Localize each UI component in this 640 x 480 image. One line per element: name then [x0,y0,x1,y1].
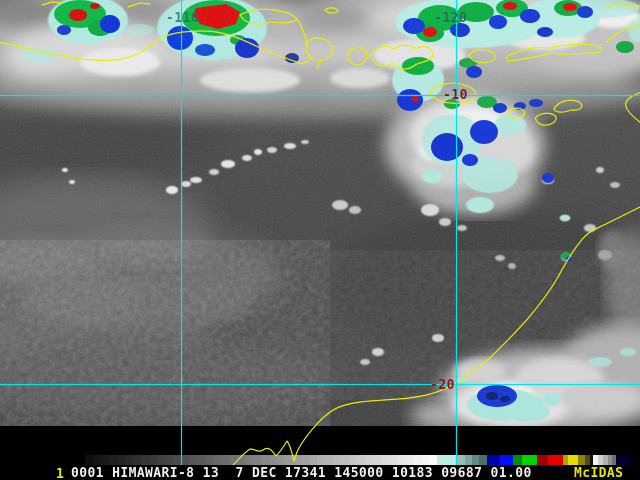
colorbar-color-step [522,455,537,465]
flores-island [505,43,602,62]
colorbar-gray-step [101,455,109,465]
colorbar-color-step [608,455,612,465]
colorbar-color-step [437,455,457,465]
colorbar-gray-step [221,455,229,465]
colorbar-color-step [603,455,608,465]
colorbar-gray-step [269,455,277,465]
colorbar-color-step [479,455,487,465]
lombok-island [347,47,368,66]
enhancement-colorbar [0,455,640,465]
colorbar-color-step [568,455,578,465]
colorbar-color-step [563,455,568,465]
grid-labels: -110 -120 -10 -20 [166,11,468,393]
colorbar-color-step [500,455,513,465]
colorbar-gray-step [181,455,189,465]
colorbar-color-step [590,455,593,465]
colorbar-gray-step [117,455,125,465]
colorbar-gray-step [365,455,373,465]
colorbar-gray-step [325,455,333,465]
lat-label-10: -10 [443,88,468,103]
colorbar-color-step [578,455,585,465]
coastline-layer [0,1,640,468]
image-readout-text: 0001 HIMAWARI-8 13 7 DEC 17341 145000 10… [71,466,532,480]
colorbar-gray-step [293,455,301,465]
colorbar-gray-step [381,455,389,465]
colorbar-gray-step [85,455,93,465]
java-south-coast [0,30,313,65]
colorbar-gray-step [205,455,213,465]
colorbar-gray-step [333,455,341,465]
colorbar-gray-step [125,455,133,465]
no-data-strip [0,426,640,455]
small-isle [324,7,339,14]
colorbar-gray-step [389,455,397,465]
image-grain [0,0,640,426]
latlon-grid [0,0,640,465]
lon-label-110: -110 [166,11,199,26]
colorbar-gray-step [357,455,365,465]
colorbar-gray-step [277,455,285,465]
colorbar-gray-step [261,455,269,465]
colorbar-color-step [465,455,472,465]
colorbar-gray-step [197,455,205,465]
colorbar-gray-step [285,455,293,465]
colorbar-color-step [616,455,629,465]
colorbar-gray-step [397,455,405,465]
colorbar-gray-step [173,455,181,465]
colorbar-gray-step [189,455,197,465]
lon-label-120: -120 [434,11,467,26]
colorbar-color-step [598,455,603,465]
isle-east [468,49,497,64]
colorbar-gray-step [413,455,421,465]
sumba-island [429,82,477,104]
colorbar-gray-step [245,455,253,465]
colorbar-gray-step [421,455,429,465]
colorbar-gray-step [229,455,237,465]
sumbawa-island [370,44,434,70]
bali-island [305,37,333,70]
colorbar-gray-step [93,455,101,465]
frame-number: 1 [56,467,64,480]
colorbar-color-step [593,455,598,465]
colorbar-gray-step [165,455,173,465]
colorbar-gray-step [253,455,261,465]
colorbar-color-step [612,455,616,465]
colorbar-gray-step [341,455,349,465]
java-east-loop [239,8,309,49]
colorbar-gray-step [133,455,141,465]
colorbar-gray-step [149,455,157,465]
mcidas-logo-label: McIDAS [574,466,624,480]
colorbar-color-step [487,455,500,465]
colorbar-gray-step [405,455,413,465]
satellite-image-canvas[interactable]: -110 -120 -10 -20 [0,0,640,468]
status-bar: 1 0001 HIMAWARI-8 13 7 DEC 17341 145000 … [0,465,640,480]
colorbar-color-step [457,455,465,465]
colorbar-gray-step [349,455,357,465]
colorbar-color-step [537,455,548,465]
colorbar-gray-step [429,455,437,465]
lat-label-20: -20 [430,378,455,393]
colorbar-color-step [548,455,563,465]
colorbar-gray-step [317,455,325,465]
colorbar-gray-step [109,455,117,465]
colorbar-gray-step [237,455,245,465]
colorbar-gray-step [141,455,149,465]
ne-island-chain [605,2,640,43]
colorbar-gray-step [157,455,165,465]
colorbar-color-step [629,455,640,465]
colorbar-gray-step [373,455,381,465]
sawu-isles [507,99,583,126]
colorbar-gray-step [309,455,317,465]
colorbar-color-step [472,455,479,465]
colorbar-gray-step [301,455,309,465]
colorbar-gray-step [213,455,221,465]
java-north-coast-bits [41,1,151,8]
australia-coast [230,206,640,468]
colorbar-color-step [513,455,522,465]
colorbar-color-step [585,455,590,465]
